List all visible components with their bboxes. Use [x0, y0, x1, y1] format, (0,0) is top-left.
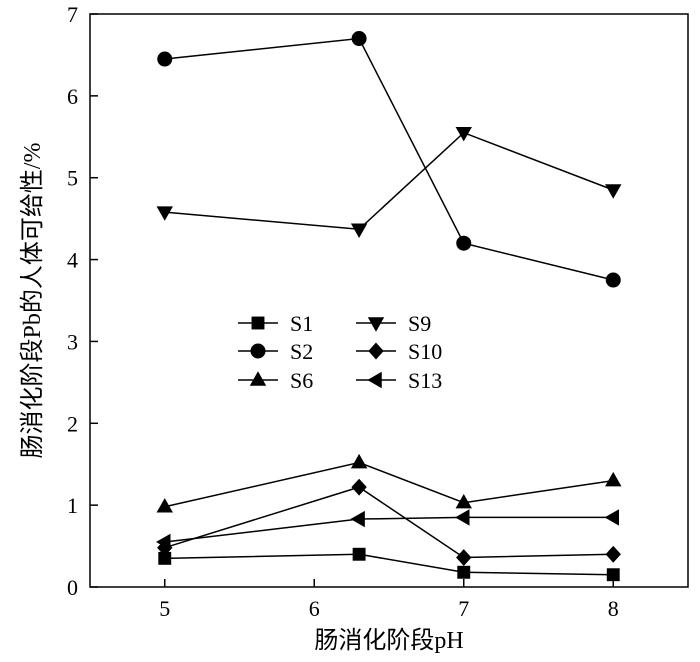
x-tick-label: 6: [309, 596, 320, 621]
data-point: [350, 223, 368, 238]
y-tick-label: 6: [67, 84, 78, 109]
data-point: [456, 235, 472, 251]
x-axis-title: 肠消化阶段pH: [314, 627, 463, 654]
series-s6: [156, 453, 622, 513]
y-tick-label: 3: [67, 329, 78, 354]
data-point: [157, 51, 173, 67]
legend-marker: [367, 317, 385, 332]
data-point: [456, 549, 472, 566]
data-point: [351, 478, 367, 496]
series-s10: [157, 478, 621, 566]
series-line: [164, 486, 614, 559]
data-point: [350, 453, 368, 469]
data-point: [604, 509, 619, 526]
data-point: [350, 510, 365, 528]
legend-label: S10: [408, 339, 442, 364]
data-point: [605, 272, 621, 288]
legend-item: S2: [238, 339, 313, 364]
legend-label: S9: [408, 311, 431, 336]
legend-item: S13: [356, 368, 442, 393]
legend-label: S1: [290, 311, 313, 336]
data-point: [351, 31, 367, 47]
data-point: [455, 509, 470, 526]
plot-frame: [89, 13, 689, 588]
legend-marker: [249, 371, 267, 386]
legend-item: S10: [356, 339, 442, 364]
series-s9: [156, 126, 622, 238]
y-tick-label: 2: [67, 411, 78, 436]
data-point: [605, 545, 621, 563]
y-tick-label: 1: [67, 493, 78, 518]
legend-label: S13: [408, 368, 442, 393]
legend-marker: [368, 342, 384, 360]
data-point: [156, 533, 171, 551]
series-line: [164, 516, 614, 543]
y-tick-label: 4: [67, 248, 78, 273]
x-tick-label: 8: [608, 596, 619, 621]
series-line: [164, 37, 614, 281]
series-s1: [158, 547, 620, 582]
y-axis-title: 肠消化阶段Pb的人体可给性/%: [19, 142, 46, 458]
series-line: [164, 461, 614, 508]
data-point: [156, 206, 173, 221]
data-point: [606, 568, 620, 582]
legend-marker: [251, 316, 265, 330]
series-s2: [157, 31, 621, 288]
data-point: [455, 126, 472, 142]
data-point: [352, 547, 366, 561]
data-point: [156, 498, 173, 513]
data-point: [457, 565, 471, 579]
legend: S1 S2 S6 S9 S10 S13: [238, 311, 442, 393]
series-line: [164, 131, 614, 231]
legend-marker: [367, 371, 382, 389]
data-point: [605, 184, 622, 199]
legend-label: S6: [290, 368, 313, 393]
legend-item: S9: [356, 311, 431, 336]
data-point: [455, 493, 472, 509]
y-tick-label: 0: [67, 575, 78, 600]
legend-item: S1: [238, 311, 313, 336]
legend-label: S2: [290, 339, 313, 364]
legend-marker: [250, 343, 266, 359]
y-tick-label: 5: [67, 166, 78, 191]
legend-item: S6: [238, 368, 313, 393]
x-tick-label: 5: [159, 596, 170, 621]
series-line: [164, 553, 614, 576]
data-point: [605, 471, 622, 487]
y-tick-label: 7: [67, 2, 78, 27]
x-tick-label: 7: [458, 596, 469, 621]
series-s13: [156, 509, 619, 551]
